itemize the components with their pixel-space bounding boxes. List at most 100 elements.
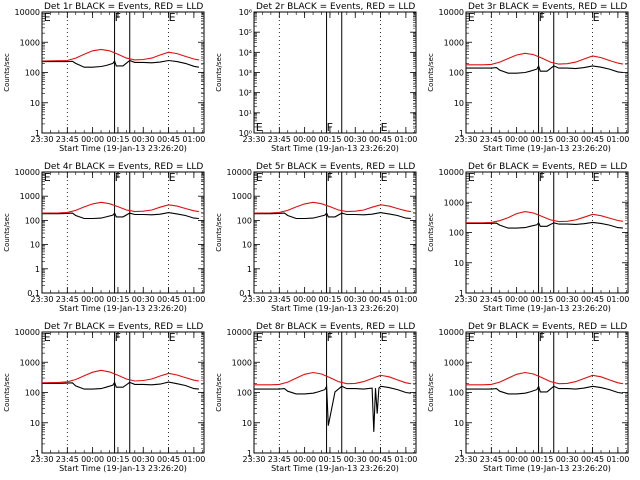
y-tick-label: 10⁴ (239, 48, 252, 57)
chart-title: Det 8r BLACK = Events, RED = LLD (256, 322, 415, 332)
x-tick-label: 00:45 (157, 295, 180, 304)
x-tick-label: 01:00 (182, 295, 205, 304)
y-tick-label: 0.1 (27, 289, 40, 298)
y-tick-label: 100 (25, 69, 40, 78)
series-line-events (466, 384, 623, 395)
chart-title: Det 7r BLACK = Events, RED = LLD (44, 322, 203, 332)
y-tick-label: 1 (35, 449, 40, 458)
y-tick-label: 1000 (444, 198, 464, 207)
plot-frame (465, 11, 629, 134)
x-tick-label: 00:15 (106, 455, 129, 464)
event-marker-e: E (169, 11, 176, 24)
x-axis-label: Start Time (19-Jan-13 23:26:20) (271, 464, 399, 473)
y-tick-label: 10 (454, 99, 464, 108)
chart-panel-5: Det 5r BLACK = Events, RED = LLD 0.1 1 10 10… (215, 162, 417, 313)
x-tick-label: 00:30 (132, 295, 155, 304)
y-tick-label: 10000 (15, 8, 40, 17)
y-axis-label: Counts/sec (3, 53, 11, 92)
plot-frame (41, 331, 205, 454)
y-tick-label: 10000 (15, 328, 40, 337)
y-tick-label: 10² (239, 89, 252, 98)
y-tick-label: 10³ (239, 69, 252, 78)
x-tick-label: 00:15 (530, 295, 553, 304)
y-axis-label: Counts/sec (427, 213, 435, 252)
y-axis-label: Counts/sec (3, 213, 11, 252)
x-tick-label: 23:45 (268, 455, 291, 464)
event-marker-e: E (381, 171, 388, 184)
x-tick-label: 01:00 (394, 135, 417, 144)
chart-title: Det 4r BLACK = Events, RED = LLD (44, 162, 203, 172)
y-tick-label: 100 (449, 389, 464, 398)
x-tick-label: 00:15 (318, 455, 341, 464)
x-tick-label: 01:00 (606, 295, 629, 304)
event-marker-e: E (593, 11, 600, 24)
x-axis-label: Start Time (19-Jan-13 23:26:20) (59, 304, 187, 313)
y-axis-label: Counts/sec (215, 213, 223, 252)
plot-frame (465, 171, 629, 294)
event-marker-e: E (593, 171, 600, 184)
x-tick-label: 23:45 (268, 135, 291, 144)
y-tick-label: 100 (25, 389, 40, 398)
event-marker-f: F (539, 331, 545, 344)
y-tick-label: 10000 (439, 328, 464, 337)
chart-title: Det 2r BLACK = Events, RED = LLD (256, 2, 415, 12)
x-tick-label: 23:45 (56, 295, 79, 304)
y-tick-label: 10000 (439, 168, 464, 177)
x-tick-label: 23:45 (480, 135, 503, 144)
chart-panel-6: Det 6r BLACK = Events, RED = LLD 1 10 100 10… (427, 162, 629, 313)
x-axis-label: Start Time (19-Jan-13 23:26:20) (59, 464, 187, 473)
y-tick-label: 1000 (20, 358, 40, 367)
x-tick-label: 00:15 (106, 135, 129, 144)
event-marker-e: E (381, 331, 388, 344)
x-axis-label: Start Time (19-Jan-13 23:26:20) (271, 144, 399, 153)
event-marker-e: E (169, 171, 176, 184)
chart-panel-9: Det 9r BLACK = Events, RED = LLD 1 10 100 10… (427, 322, 629, 473)
event-marker-e: E (44, 11, 51, 24)
x-tick-label: 23:45 (268, 295, 291, 304)
event-marker-e: E (44, 331, 51, 344)
y-tick-label: 1000 (232, 358, 252, 367)
x-tick-label: 00:00 (81, 135, 104, 144)
x-tick-label: 23:30 (454, 455, 477, 464)
y-tick-label: 10000 (227, 328, 252, 337)
x-tick-label: 23:45 (56, 455, 79, 464)
y-tick-label: 100 (449, 229, 464, 238)
y-tick-label: 1 (459, 289, 464, 298)
event-marker-e: E (593, 331, 600, 344)
y-tick-label: 10000 (439, 8, 464, 17)
x-tick-label: 23:30 (30, 135, 53, 144)
chart-panel-7: Det 7r BLACK = Events, RED = LLD 1 10 100 10… (3, 322, 205, 473)
x-tick-label: 00:30 (344, 455, 367, 464)
x-tick-label: 00:45 (581, 135, 604, 144)
x-tick-label: 00:45 (157, 135, 180, 144)
x-tick-label: 00:15 (530, 455, 553, 464)
chart-title: Det 5r BLACK = Events, RED = LLD (256, 162, 415, 172)
x-tick-label: 00:30 (556, 455, 579, 464)
x-tick-label: 00:15 (106, 295, 129, 304)
chart-panel-3: Det 3r BLACK = Events, RED = LLD 1 10 100 10… (427, 2, 629, 153)
y-tick-label: 10 (30, 241, 40, 250)
x-tick-label: 00:00 (293, 135, 316, 144)
y-axis-label: Counts/sec (427, 53, 435, 92)
x-tick-label: 23:30 (30, 455, 53, 464)
event-marker-f: F (115, 11, 121, 24)
chart-title: Det 9r BLACK = Events, RED = LLD (468, 322, 627, 332)
y-tick-label: 10 (454, 259, 464, 268)
chart-title: Det 1r BLACK = Events, RED = LLD (44, 2, 203, 12)
series-line-lld (253, 201, 411, 214)
event-marker-e: E (381, 121, 388, 134)
y-tick-label: 10⁵ (239, 28, 252, 37)
x-tick-label: 00:00 (505, 135, 528, 144)
y-tick-label: 1 (35, 265, 40, 274)
x-tick-label: 01:00 (182, 135, 205, 144)
plot-frame (253, 171, 417, 294)
x-tick-label: 23:30 (454, 135, 477, 144)
y-tick-label: 10000 (227, 168, 252, 177)
y-tick-label: 10 (30, 419, 40, 428)
chart-title: Det 3r BLACK = Events, RED = LLD (468, 2, 627, 12)
x-tick-label: 01:00 (394, 295, 417, 304)
event-marker-e: E (256, 121, 263, 134)
chart-panel-8: Det 8r BLACK = Events, RED = LLD 1 10 100 10… (215, 322, 417, 473)
x-tick-label: 00:45 (157, 455, 180, 464)
